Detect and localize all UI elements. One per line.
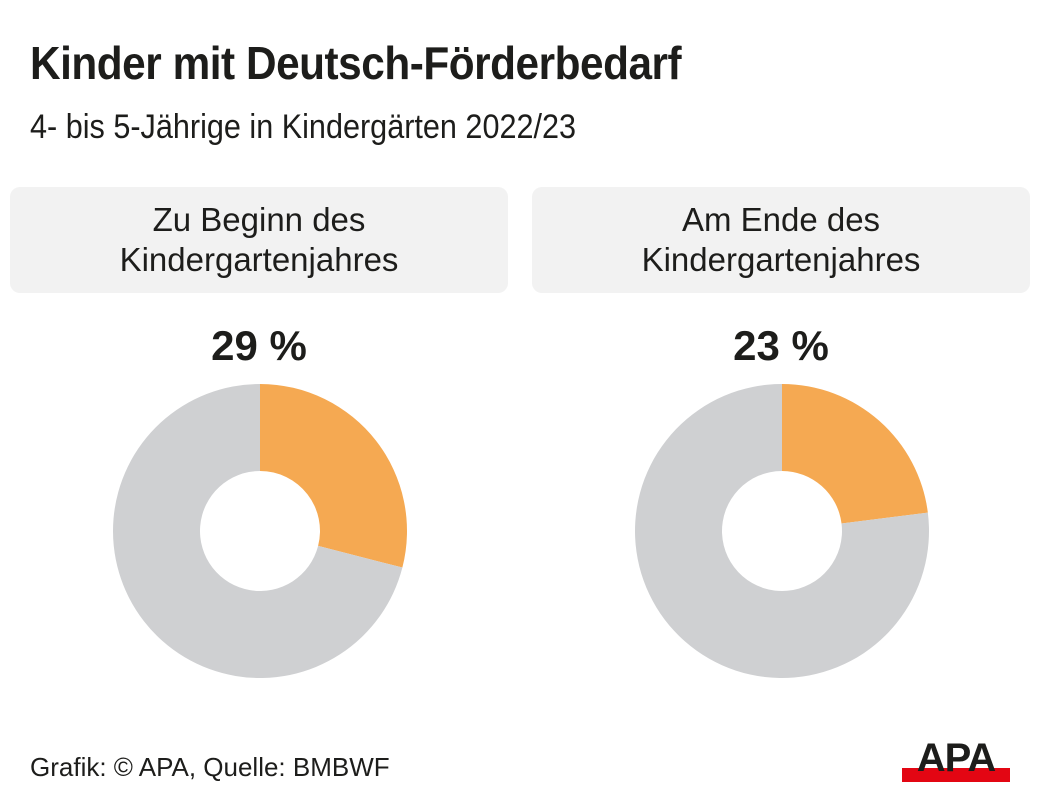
donut-chart-start xyxy=(113,384,407,679)
chart-subtitle: 4- bis 5-Jährige in Kindergärten 2022/23 xyxy=(30,108,577,146)
chart-title: Kinder mit Deutsch-Förderbedarf xyxy=(30,37,682,89)
logo-red-bar xyxy=(902,768,1010,782)
panel-heading-line: Kindergartenjahres xyxy=(641,241,921,278)
data-label-end: 23 % xyxy=(733,322,829,369)
donut-segment-highlight xyxy=(260,384,407,568)
donut-segment-rest xyxy=(113,384,403,679)
panel-heading-start: Zu Beginn des Kindergartenjahres xyxy=(10,187,508,293)
source-credit: Grafik: © APA, Quelle: BMBWF xyxy=(30,752,390,782)
panel-heading-line: Kindergartenjahres xyxy=(119,241,399,278)
logo-text: APA xyxy=(917,738,996,780)
panel-heading-end: Am Ende des Kindergartenjahres xyxy=(532,187,1030,293)
donut-chart-end xyxy=(635,384,930,679)
panel-heading-line: Am Ende des xyxy=(681,201,881,238)
donut-segment-rest xyxy=(635,384,930,679)
panel-heading-line: Zu Beginn des xyxy=(152,201,366,238)
data-label-start: 29 % xyxy=(211,322,307,369)
donut-segment-highlight xyxy=(782,384,928,524)
apa-logo: APA xyxy=(902,738,1010,782)
